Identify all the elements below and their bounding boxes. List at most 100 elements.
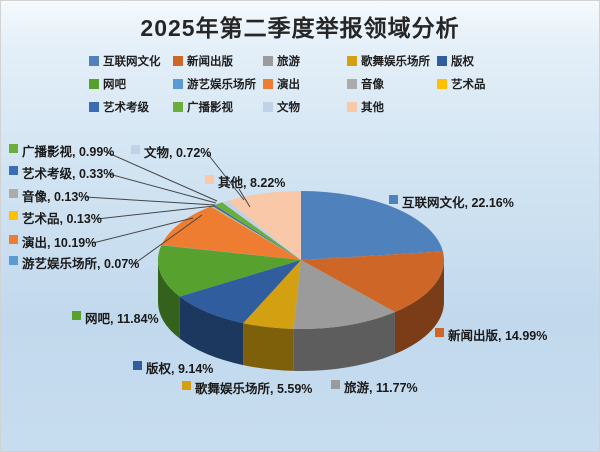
slice-label: 新闻出版, 14.99% xyxy=(435,325,547,344)
legend-label: 歌舞娱乐场所 xyxy=(361,56,430,68)
pie-slice-wall xyxy=(293,312,395,372)
legend-item: 音像 xyxy=(347,76,384,92)
slice-label: 文物, 0.72% xyxy=(131,142,211,161)
legend-swatch xyxy=(89,102,99,112)
legend-label: 演出 xyxy=(277,79,300,91)
legend-item: 艺术考级 xyxy=(89,99,149,115)
slice-label: 歌舞娱乐场所, 5.59% xyxy=(182,378,312,397)
legend-swatch xyxy=(347,102,357,112)
pie-slice xyxy=(211,205,301,260)
slice-label-swatch xyxy=(72,311,81,320)
legend-swatch xyxy=(263,102,273,112)
pie-slice xyxy=(227,191,301,260)
pie-slice xyxy=(161,206,301,260)
legend-label: 新闻出版 xyxy=(187,56,233,68)
slice-label-text: 歌舞娱乐场所, 5.59% xyxy=(195,382,313,396)
pie-slice xyxy=(301,251,444,313)
legend-item: 演出 xyxy=(263,76,300,92)
callout-leader-line xyxy=(133,214,203,265)
legend-swatch xyxy=(263,56,273,66)
slice-label-swatch xyxy=(9,256,18,265)
callout-leader-line xyxy=(206,152,245,201)
slice-label-text: 艺术品, 0.13% xyxy=(22,212,102,226)
legend-label: 艺术考级 xyxy=(103,102,149,114)
legend-swatch xyxy=(173,102,183,112)
legend-label: 音像 xyxy=(361,79,384,91)
legend-swatch xyxy=(347,56,357,66)
slice-label: 音像, 0.13% xyxy=(9,186,89,205)
pie-slice xyxy=(243,260,301,329)
slice-label-swatch xyxy=(182,381,191,390)
legend-label: 网吧 xyxy=(103,79,126,91)
legend-swatch xyxy=(173,79,183,89)
legend-item: 文物 xyxy=(263,99,300,115)
legend-item: 新闻出版 xyxy=(173,53,233,69)
slice-label-text: 旅游, 11.77% xyxy=(344,381,418,395)
callout-leader-line xyxy=(92,217,194,244)
slice-label-swatch xyxy=(131,145,140,154)
legend-item: 艺术品 xyxy=(437,76,486,92)
slice-label-text: 文物, 0.72% xyxy=(144,146,212,160)
slice-label-text: 新闻出版, 14.99% xyxy=(448,329,548,343)
slice-label-swatch xyxy=(435,328,444,337)
pie-slice xyxy=(161,245,301,260)
slice-label-swatch xyxy=(205,175,214,184)
slice-label: 游艺娱乐场所, 0.07% xyxy=(9,253,139,272)
chart-title: 2025年第二季度举报领域分析 xyxy=(140,15,460,41)
legend-item: 旅游 xyxy=(263,53,300,69)
slice-label-text: 其他, 8.22% xyxy=(218,176,286,190)
legend-swatch xyxy=(263,79,273,89)
legend-label: 其他 xyxy=(361,102,384,114)
legend-swatch xyxy=(437,79,447,89)
pie-slice xyxy=(214,202,301,260)
legend-swatch xyxy=(89,79,99,89)
legend-item: 广播影视 xyxy=(173,99,233,115)
slice-label-text: 演出, 10.19% xyxy=(22,236,97,250)
pie-slice xyxy=(158,245,301,297)
slice-label: 演出, 10.19% xyxy=(9,232,96,251)
legend-swatch xyxy=(437,56,447,66)
pie-slice xyxy=(179,260,301,324)
legend-swatch xyxy=(173,56,183,66)
slice-label: 广播影视, 0.99% xyxy=(9,141,114,160)
legend-label: 互联网文化 xyxy=(103,56,161,68)
pie-slice xyxy=(301,191,443,260)
legend-label: 广播影视 xyxy=(187,102,233,114)
slice-label-text: 音像, 0.13% xyxy=(22,190,90,204)
slice-label-text: 游艺娱乐场所, 0.07% xyxy=(22,257,140,271)
legend-item: 其他 xyxy=(347,99,384,115)
slice-label-swatch xyxy=(389,195,398,204)
legend-label: 文物 xyxy=(277,102,300,114)
callout-leader-line xyxy=(108,173,217,204)
legend-item: 网吧 xyxy=(89,76,126,92)
pie-slice xyxy=(293,260,395,330)
callout-leader-line xyxy=(84,196,216,206)
slice-label-swatch xyxy=(9,235,18,244)
slice-label: 艺术考级, 0.33% xyxy=(9,163,114,182)
slice-label: 版权, 9.14% xyxy=(133,358,213,377)
callout-leader-line xyxy=(96,205,215,220)
slice-label: 其他, 8.22% xyxy=(205,172,285,191)
callout-leader-line xyxy=(105,151,218,202)
pie-slice-wall xyxy=(394,260,444,355)
legend-swatch xyxy=(347,79,357,89)
legend-item: 互联网文化 xyxy=(89,53,161,69)
callout-leader-line xyxy=(238,188,251,208)
slice-label-swatch xyxy=(9,211,18,220)
slice-label-swatch xyxy=(133,361,142,370)
pie-slice-wall xyxy=(158,260,180,339)
slice-label-text: 艺术考级, 0.33% xyxy=(22,167,115,181)
slice-label: 网吧, 11.84% xyxy=(72,308,159,327)
slice-label-swatch xyxy=(9,144,18,153)
pie-slice-wall xyxy=(243,323,294,371)
legend-label: 旅游 xyxy=(277,56,300,68)
legend-item: 歌舞娱乐场所 xyxy=(347,53,430,69)
pie-slice xyxy=(212,204,301,260)
slice-label: 互联网文化, 22.16% xyxy=(389,192,514,211)
legend-label: 游艺娱乐场所 xyxy=(187,79,256,91)
slice-label-text: 网吧, 11.84% xyxy=(85,312,159,326)
legend-label: 艺术品 xyxy=(451,79,486,91)
pie-slice xyxy=(222,200,301,260)
